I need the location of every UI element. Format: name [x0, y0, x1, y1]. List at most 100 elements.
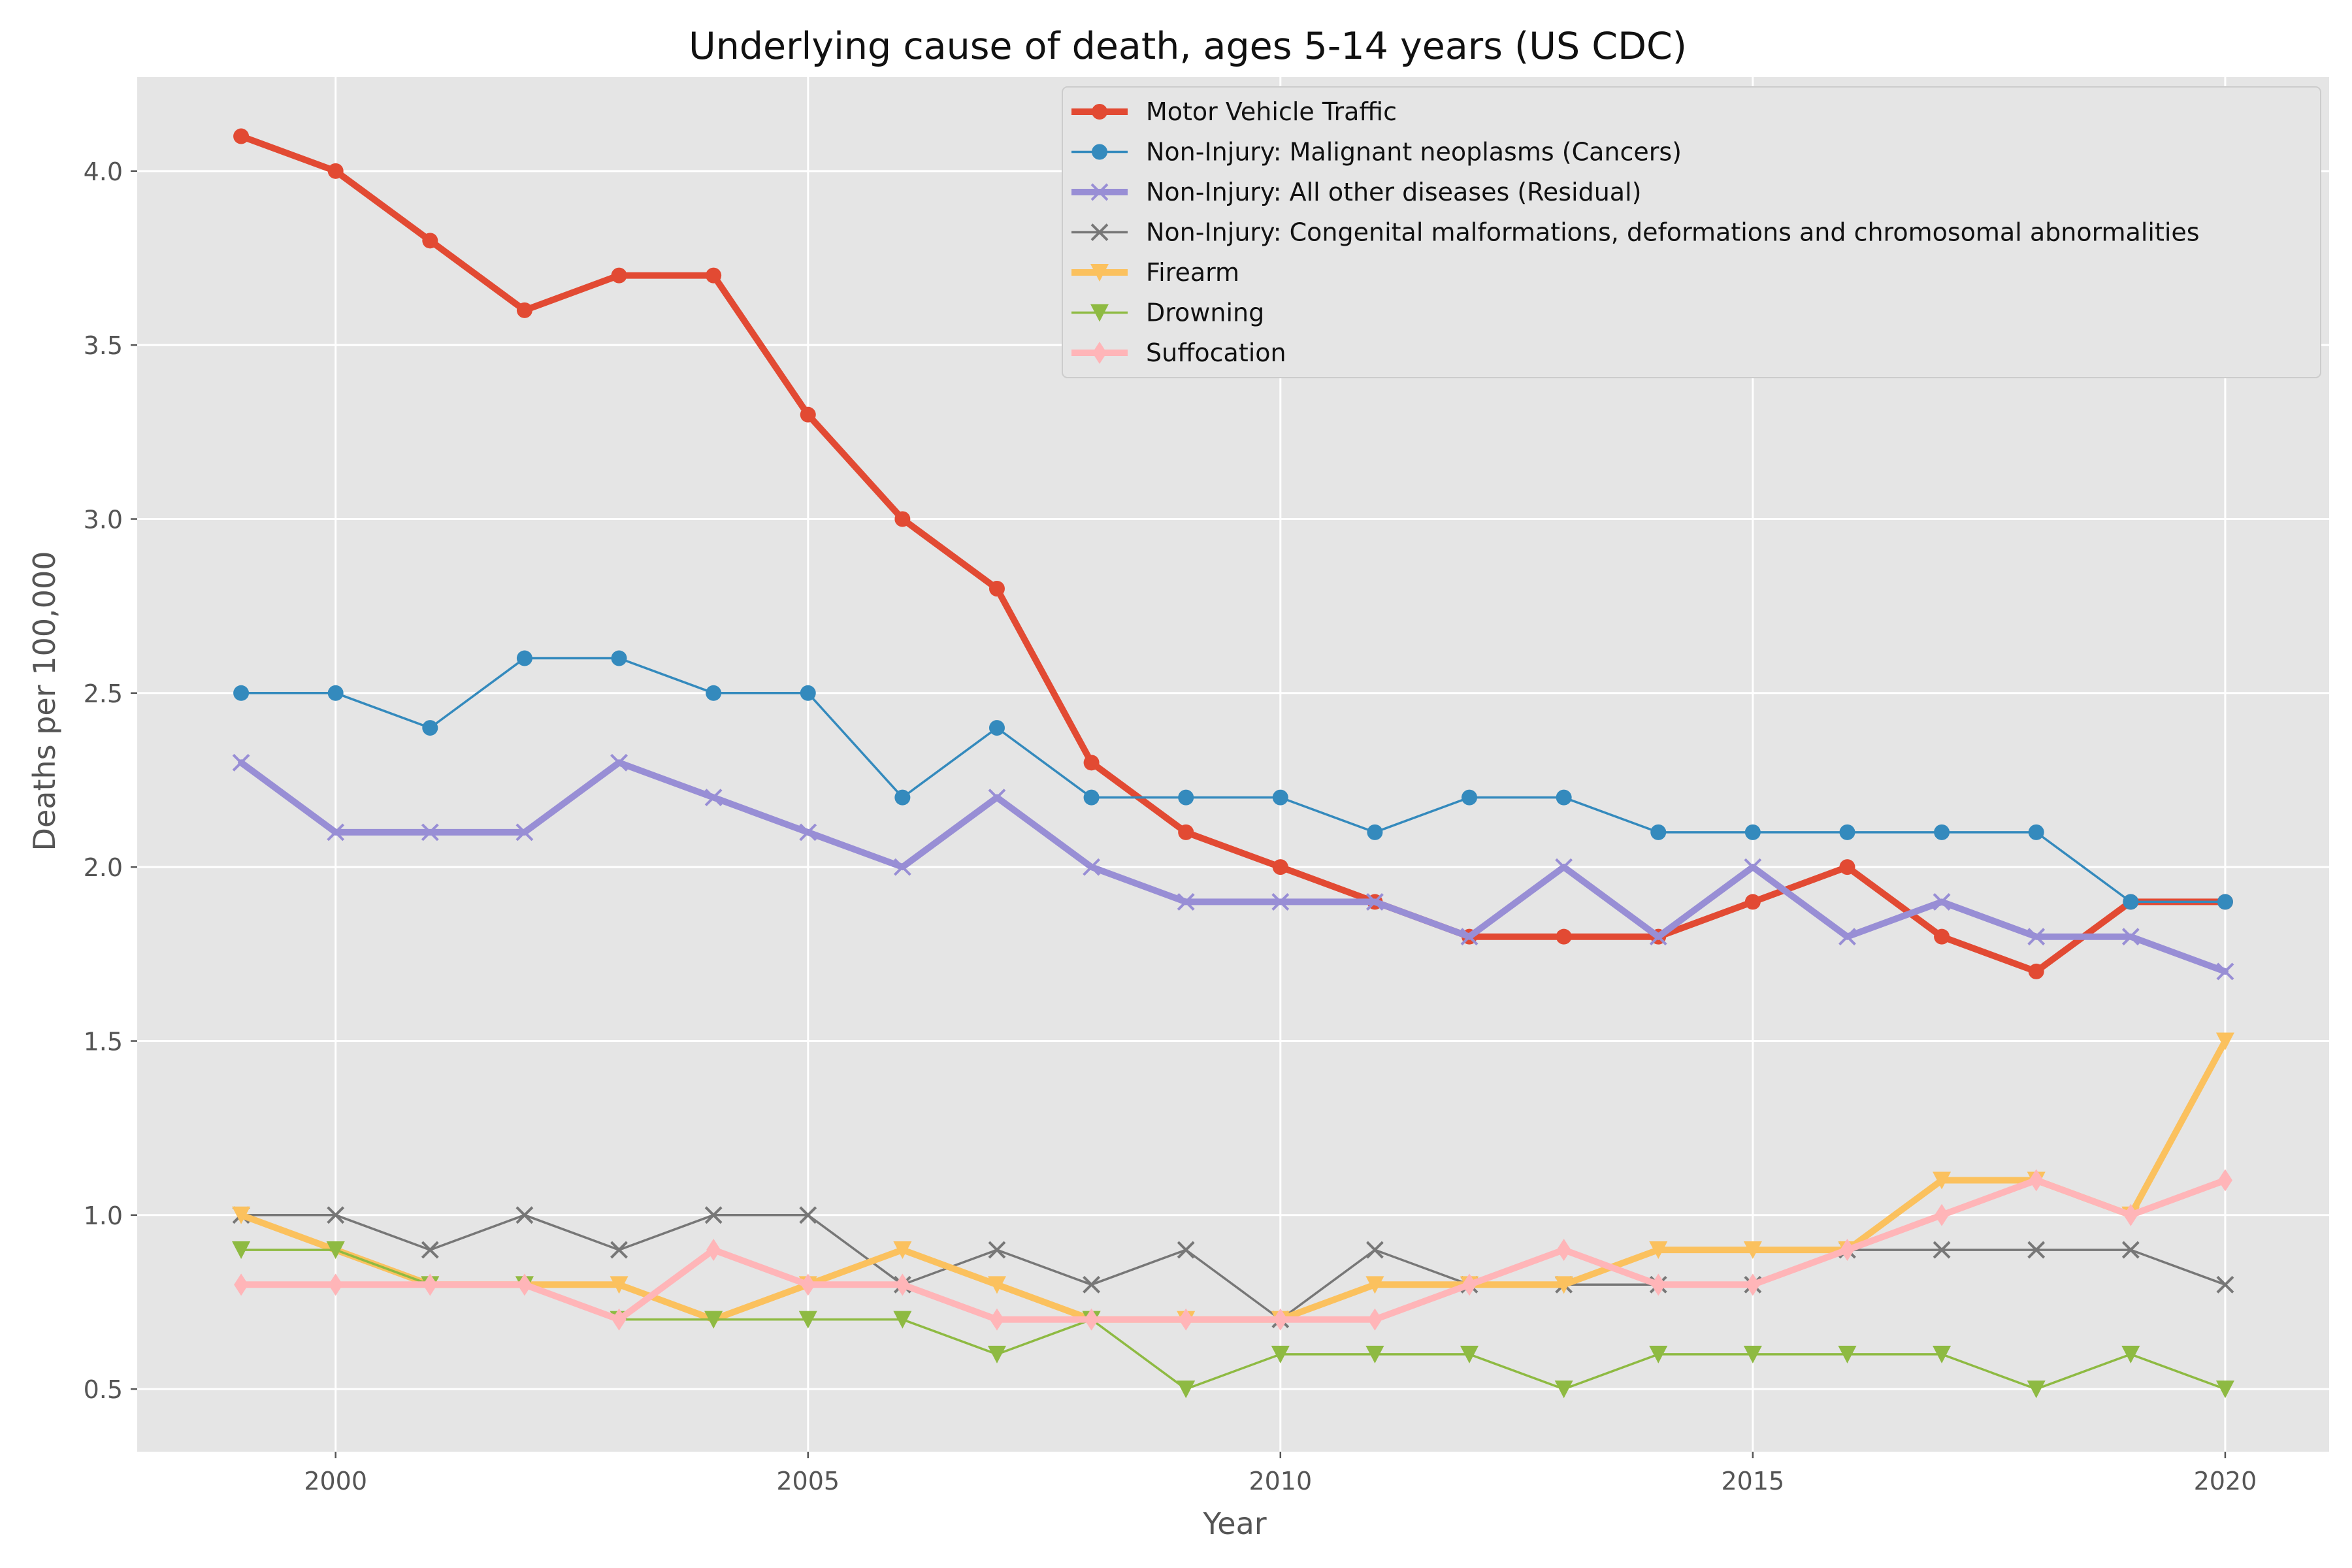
data-point	[1272, 859, 1288, 875]
data-point	[1462, 1273, 1477, 1296]
data-point	[800, 406, 816, 423]
series-line	[240, 1214, 2227, 1321]
legend-label: Firearm	[1146, 258, 1239, 287]
data-point	[706, 267, 722, 284]
data-point	[1367, 1308, 1382, 1331]
series-line	[240, 657, 2227, 904]
data-point	[1838, 1345, 1857, 1364]
data-point	[327, 163, 344, 179]
data-point	[704, 1311, 723, 1329]
data-point	[1365, 1276, 1384, 1294]
data-point	[1271, 892, 1290, 911]
data-point	[422, 720, 438, 736]
data-point	[1178, 824, 1194, 840]
legend-label: Non-Injury: All other diseases (Residual…	[1146, 178, 1641, 206]
data-point	[1651, 1273, 1666, 1296]
data-point	[2028, 963, 2044, 979]
data-point	[1556, 1239, 1571, 1262]
data-point	[2121, 1345, 2140, 1364]
data-point	[2027, 1380, 2046, 1399]
legend-label: Non-Injury: Malignant neoplasms (Cancers…	[1146, 138, 1682, 167]
data-point	[1083, 1275, 1100, 1294]
y-tick-label: 0.5	[84, 1375, 123, 1404]
data-point	[612, 1308, 627, 1331]
series-3	[232, 753, 2234, 981]
legend-swatch-marker	[1090, 304, 1109, 322]
y-tick-label: 4.0	[84, 157, 123, 186]
data-point	[706, 685, 722, 701]
legend-box	[1062, 86, 2321, 378]
data-point	[1555, 858, 1573, 876]
data-point	[1271, 1345, 1290, 1364]
data-point	[893, 1311, 912, 1329]
data-point	[327, 1206, 345, 1224]
chart-title: Underlying cause of death, ages 5-14 yea…	[689, 25, 1687, 68]
data-point	[988, 720, 1005, 736]
data-point	[1083, 755, 1100, 771]
data-point	[1745, 1273, 1760, 1296]
legend-swatch-marker	[1090, 264, 1109, 282]
data-point	[2216, 1275, 2234, 1294]
legend-label: Drowning	[1146, 299, 1264, 327]
data-point	[2027, 928, 2046, 946]
data-point	[1649, 928, 1667, 946]
x-tick-label: 2010	[1249, 1467, 1312, 1495]
data-point	[423, 1273, 438, 1296]
x-axis-ticks: 2000 2005 2010 2015 2020	[304, 1452, 2257, 1495]
data-point	[2028, 824, 2044, 840]
data-point	[1084, 1308, 1099, 1331]
data-point	[1460, 928, 1478, 946]
data-point	[799, 1206, 817, 1224]
data-point	[988, 789, 1006, 807]
data-point	[1933, 892, 1951, 911]
data-point	[2215, 1032, 2234, 1051]
data-point	[1556, 789, 1572, 806]
data-point	[1366, 892, 1384, 911]
y-tick-label: 3.5	[84, 331, 123, 360]
y-tick-label: 3.0	[84, 505, 123, 534]
data-point	[1840, 1239, 1855, 1262]
data-point	[234, 1273, 249, 1296]
data-point	[610, 1241, 628, 1259]
series-7	[234, 1169, 2232, 1331]
data-point	[988, 581, 1005, 597]
data-point	[1365, 1345, 1384, 1364]
data-point	[1744, 858, 1762, 876]
data-point	[1179, 1308, 1194, 1331]
data-point	[516, 650, 532, 666]
data-point	[1367, 824, 1383, 840]
data-point	[1083, 789, 1100, 806]
data-point	[1272, 789, 1288, 806]
y-axis-ticks: 0.5 1.0 1.5 2.0 2.5 3.0 3.5 4.0	[84, 157, 137, 1404]
x-tick-label: 2000	[304, 1467, 367, 1495]
data-point	[1083, 858, 1100, 876]
data-point	[1177, 1380, 1196, 1399]
data-point	[893, 858, 911, 876]
data-point	[2217, 894, 2233, 910]
data-point	[1839, 824, 1855, 840]
data-point	[421, 1241, 439, 1259]
data-point	[1554, 1276, 1573, 1294]
data-point	[611, 650, 627, 666]
data-point	[1177, 892, 1195, 911]
data-point	[1744, 894, 1761, 910]
data-point	[611, 267, 627, 284]
series-line	[238, 133, 2229, 975]
data-point	[516, 302, 532, 318]
legend-swatch-marker	[1092, 144, 1107, 160]
data-point	[610, 753, 628, 772]
data-point	[233, 128, 250, 144]
data-point	[2123, 894, 2139, 910]
data-point	[2027, 1241, 2046, 1259]
y-tick-label: 2.5	[84, 679, 123, 708]
data-point	[233, 685, 250, 701]
data-point	[2123, 1203, 2138, 1226]
data-point	[2121, 1241, 2140, 1259]
legend-label: Motor Vehicle Traffic	[1146, 97, 1397, 126]
legend-label: Suffocation	[1146, 338, 1286, 367]
data-point	[515, 1206, 534, 1224]
data-point	[987, 1276, 1006, 1294]
data-point	[704, 789, 723, 807]
y-tick-label: 2.0	[84, 853, 123, 882]
legend-swatch-marker	[1092, 342, 1107, 364]
